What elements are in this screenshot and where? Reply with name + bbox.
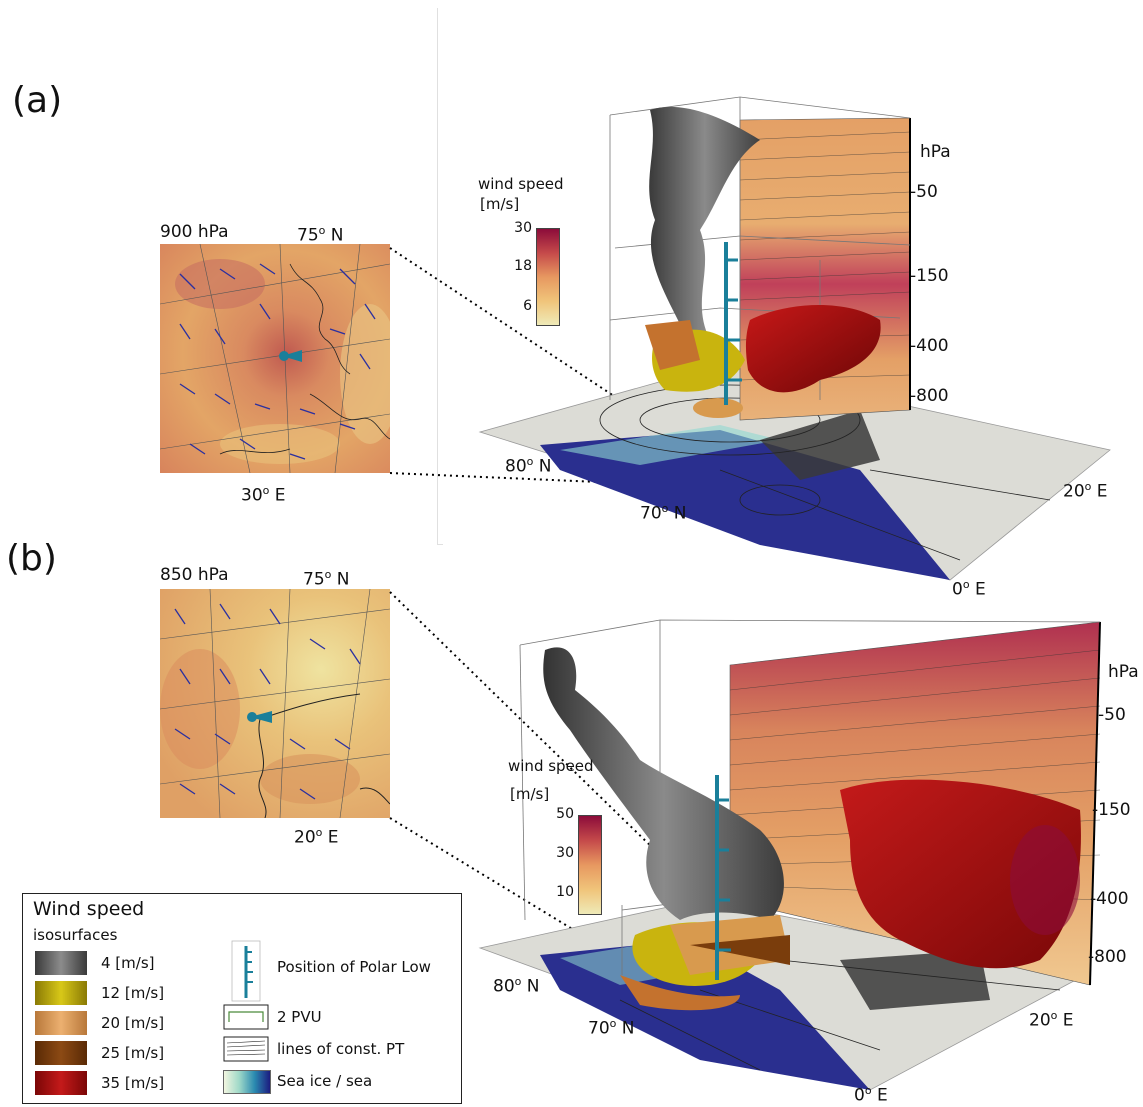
pvu-contour-icon <box>223 1004 269 1030</box>
legend-swatch-12 <box>35 981 87 1005</box>
pressure-b-unit: hPa <box>1108 662 1139 682</box>
panel-a-label: (a) <box>12 80 63 121</box>
pressure-b-tick-800: -800 <box>1088 947 1127 967</box>
panel-a-lat-80: 80o N <box>505 455 552 477</box>
map-b-wind-field <box>160 589 390 818</box>
sea-ice-swatch <box>223 1070 271 1094</box>
pressure-a-tick-400: -400 <box>910 336 949 356</box>
pressure-b-tick-150: -150 <box>1092 800 1131 820</box>
legend-swatch-25 <box>35 1041 87 1065</box>
pressure-a-tick-50: -50 <box>910 182 938 202</box>
legend: Wind speed isosurfaces 4 [m/s] 12 [m/s] … <box>22 893 462 1104</box>
map-b-lon-label: 20o E <box>294 826 339 848</box>
pressure-b-tick-50: -50 <box>1098 705 1126 725</box>
legend-subtitle: isosurfaces <box>33 926 118 944</box>
pressure-a-tick-150: -150 <box>910 266 949 286</box>
map-a-graphic <box>160 244 390 473</box>
panel-b-lon-20: 20o E <box>1029 1009 1074 1031</box>
colorbar-b-tick-low: 10 <box>556 884 574 900</box>
map-b-lat-label: 75o N <box>303 568 350 590</box>
panel-a-divider-foot <box>437 544 443 545</box>
panel-a-lat-70: 70o N <box>640 502 687 524</box>
map-a-wind-field <box>160 244 390 473</box>
legend-label-25: 25 [m/s] <box>101 1044 165 1062</box>
pressure-a-unit: hPa <box>920 142 951 162</box>
pressure-a-tick-800: -800 <box>910 386 949 406</box>
legend-label-12: 12 [m/s] <box>101 984 165 1002</box>
panel-b-lat-80: 80o N <box>493 975 540 997</box>
legend-title: Wind speed <box>33 898 145 920</box>
legend-item-polar-low: Position of Polar Low <box>277 958 431 976</box>
panel-b-lat-70: 70o N <box>588 1017 635 1039</box>
polar-low-marker-icon <box>231 940 261 1002</box>
colorbar-a-tick-low: 6 <box>523 298 532 314</box>
colorbar-b-title-2: [m/s] <box>510 785 550 803</box>
legend-item-pvu: 2 PVU <box>277 1008 322 1026</box>
colorbar-a-title-2: [m/s] <box>480 195 520 213</box>
map-b-graphic <box>160 589 390 818</box>
legend-swatch-20 <box>35 1011 87 1035</box>
colorbar-b-tick-top: 50 <box>556 806 574 822</box>
colorbar-b-tick-mid: 30 <box>556 845 574 861</box>
colorbar-a-gradient <box>536 228 560 326</box>
legend-item-sea-ice: Sea ice / sea <box>277 1072 373 1090</box>
colorbar-b-title-1: wind speed <box>508 757 594 775</box>
legend-label-4: 4 [m/s] <box>101 954 155 972</box>
map-a-level-label: 900 hPa <box>160 222 229 242</box>
pt-lines-icon <box>223 1036 269 1062</box>
panel-a-lon-0: 0o E <box>952 578 986 600</box>
panel-a-lon-20: 20o E <box>1063 480 1108 502</box>
colorbar-a-title-1: wind speed <box>478 175 564 193</box>
panel-b-label: (b) <box>6 538 57 579</box>
colorbar-a-tick-top: 30 <box>514 220 532 236</box>
panel-b-lon-0: 0o E <box>854 1084 888 1106</box>
legend-label-35: 35 [m/s] <box>101 1074 165 1092</box>
legend-swatch-35 <box>35 1071 87 1095</box>
map-a-lat-label: 75o N <box>297 224 344 246</box>
pressure-b-tick-400: -400 <box>1090 889 1129 909</box>
legend-item-pt: lines of const. PT <box>277 1040 405 1058</box>
map-b-level-label: 850 hPa <box>160 565 229 585</box>
colorbar-a-tick-mid: 18 <box>514 258 532 274</box>
legend-label-20: 20 [m/s] <box>101 1014 165 1032</box>
legend-swatch-4 <box>35 951 87 975</box>
colorbar-b-gradient <box>578 815 602 915</box>
map-a-lon-label: 30o E <box>241 484 286 506</box>
